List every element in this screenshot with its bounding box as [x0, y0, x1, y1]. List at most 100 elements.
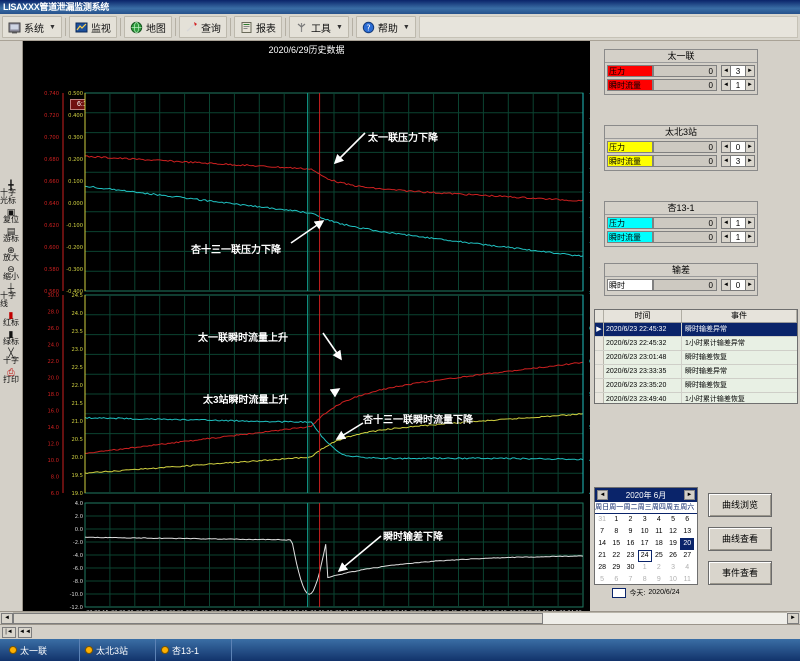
toolbar-button-monitor[interactable]: 监视: [68, 16, 117, 38]
event-row[interactable]: 2020/6/23 23:01:48 瞬时输差恢复: [595, 351, 797, 365]
spinner-right-icon[interactable]: ►: [745, 278, 755, 291]
calendar-day[interactable]: 19: [669, 540, 677, 547]
tool-reset[interactable]: ▣ 复位: [3, 208, 19, 224]
tool-crosshair[interactable]: ╋ 十字光标: [0, 181, 22, 205]
spinner-left-icon[interactable]: ◄: [721, 154, 731, 167]
calendar-day[interactable]: 28: [598, 564, 606, 571]
toolbar-button-system[interactable]: 系统 ▼: [2, 16, 62, 38]
horizontal-scrollbar[interactable]: ◄ ►: [0, 611, 800, 624]
calendar-day[interactable]: 9: [656, 576, 661, 583]
calendar-day[interactable]: 2: [628, 516, 633, 523]
event-row[interactable]: 2020/6/23 23:35:20 瞬时输差恢复: [595, 379, 797, 393]
spinner-instant[interactable]: ◄ 0 ►: [721, 278, 755, 291]
playback-prev-button[interactable]: ◄◄: [18, 626, 32, 638]
chevron-down-icon[interactable]: ▼: [49, 23, 56, 31]
spinner-flow[interactable]: ◄ 1 ►: [721, 78, 755, 91]
spinner-left-icon[interactable]: ◄: [721, 140, 731, 153]
spinner-value[interactable]: 0: [731, 278, 745, 291]
calendar-day[interactable]: 3: [642, 516, 647, 523]
curve-view-button[interactable]: 曲线查看: [708, 527, 772, 551]
spinner-left-icon[interactable]: ◄: [721, 278, 731, 291]
calendar-day[interactable]: 10: [640, 528, 649, 535]
calendar-day[interactable]: 17: [640, 540, 649, 547]
calendar-day[interactable]: 7: [600, 528, 605, 535]
calendar-day[interactable]: 14: [598, 540, 606, 547]
calendar-day[interactable]: 5: [671, 516, 675, 523]
playback-first-button[interactable]: |◄: [2, 626, 16, 638]
toolbar-button-tools[interactable]: 工具 ▼: [288, 16, 349, 38]
status-item-taiyilian[interactable]: 太一联: [4, 639, 80, 661]
spinner-left-icon[interactable]: ◄: [721, 230, 731, 243]
scroll-thumb[interactable]: [13, 613, 543, 624]
calendar-day[interactable]: 1: [614, 516, 619, 523]
spinner-value[interactable]: 1: [731, 78, 745, 91]
spinner-value[interactable]: 3: [731, 154, 745, 167]
calendar-day[interactable]: 4: [656, 516, 661, 523]
event-row[interactable]: ▶ 2020/6/23 22:45:32 瞬时输差异常: [595, 323, 797, 337]
calendar-day[interactable]: 1: [642, 564, 647, 571]
toolbar-button-map[interactable]: 地图: [123, 16, 172, 38]
calendar-next-button[interactable]: ►: [684, 490, 695, 500]
curve-browse-button[interactable]: 曲线浏览: [708, 493, 772, 517]
tool-cursor[interactable]: ▤ 游标: [3, 227, 19, 243]
event-row[interactable]: 2020/6/23 23:33:35 瞬时输差异常: [595, 365, 797, 379]
tool-cross[interactable]: ╳ 十字: [3, 349, 19, 365]
calendar-day[interactable]: 9: [628, 528, 633, 535]
calendar-prev-button[interactable]: ◄: [597, 490, 608, 500]
spinner-value[interactable]: 3: [731, 64, 745, 77]
scroll-track[interactable]: [13, 612, 787, 624]
calendar-day[interactable]: 5: [600, 576, 605, 583]
spinner-flow[interactable]: ◄ 3 ►: [721, 154, 755, 167]
calendar-day[interactable]: 22: [612, 552, 621, 559]
spinner-right-icon[interactable]: ►: [745, 216, 755, 229]
calendar-day[interactable]: 6: [614, 576, 619, 583]
spinner-value[interactable]: 1: [731, 230, 745, 243]
spinner-left-icon[interactable]: ◄: [721, 64, 731, 77]
spinner-right-icon[interactable]: ►: [745, 78, 755, 91]
calendar-day[interactable]: 26: [669, 552, 677, 559]
calendar-day[interactable]: 20: [680, 538, 695, 550]
calendar-day[interactable]: 31: [598, 516, 606, 523]
spinner-right-icon[interactable]: ►: [745, 230, 755, 243]
calendar-day[interactable]: 21: [598, 552, 606, 559]
event-table[interactable]: 时间 事件 ▶ 2020/6/23 22:45:32 瞬时输差异常 2020/6/23…: [594, 309, 798, 404]
calendar-day[interactable]: 30: [626, 564, 635, 571]
calendar-day[interactable]: 15: [612, 540, 621, 547]
chevron-down-icon[interactable]: ▼: [335, 23, 343, 31]
calendar-day[interactable]: 12: [669, 528, 677, 535]
calendar-day[interactable]: 16: [626, 540, 635, 547]
calendar-day[interactable]: 2: [656, 564, 661, 571]
calendar-day[interactable]: 29: [612, 564, 621, 571]
tool-print[interactable]: ⎙ 打印: [3, 368, 19, 384]
scroll-right-button[interactable]: ►: [787, 612, 799, 624]
spinner-right-icon[interactable]: ►: [745, 64, 755, 77]
calendar-day[interactable]: 18: [654, 540, 663, 547]
spinner-value[interactable]: 1: [731, 216, 745, 229]
calendar-day[interactable]: 3: [671, 564, 675, 571]
tool-zoom-in[interactable]: ⊕ 放大: [3, 246, 19, 262]
calendar-day[interactable]: 11: [655, 528, 663, 535]
calendar-day[interactable]: 25: [654, 552, 663, 559]
calendar-day[interactable]: 6: [685, 516, 690, 523]
spinner-pressure[interactable]: ◄ 0 ►: [721, 140, 755, 153]
spinner-value[interactable]: 0: [731, 140, 745, 153]
chevron-down-icon[interactable]: ▼: [402, 23, 410, 31]
spinner-pressure[interactable]: ◄ 1 ►: [721, 216, 755, 229]
tool-green-mark[interactable]: ▮ 绿标: [3, 330, 19, 346]
calendar-day[interactable]: 13: [683, 528, 692, 535]
event-row[interactable]: 2020/6/23 22:45:32 1小时累计输差异常: [595, 337, 797, 351]
spinner-pressure[interactable]: ◄ 3 ►: [721, 64, 755, 77]
toolbar-button-report[interactable]: 报表: [233, 16, 282, 38]
spinner-right-icon[interactable]: ►: [745, 154, 755, 167]
toolbar-button-help[interactable]: ? 帮助 ▼: [355, 16, 416, 38]
spinner-right-icon[interactable]: ►: [745, 140, 755, 153]
tool-line[interactable]: ┼ 十字线: [0, 284, 22, 308]
calendar-day[interactable]: 10: [669, 576, 677, 583]
event-view-button[interactable]: 事件查看: [708, 561, 772, 585]
tool-red-mark[interactable]: ▮ 红标: [3, 311, 19, 327]
date-picker-calendar[interactable]: ◄ 2020年 6月 ► 周日 周一 周二 周三 周四 周五 周六 31 1 2 3 4 5 6 7 8 9 1…: [594, 487, 698, 598]
spinner-flow[interactable]: ◄ 1 ►: [721, 230, 755, 243]
calendar-day[interactable]: 27: [683, 552, 692, 559]
calendar-day[interactable]: 4: [685, 564, 690, 571]
calendar-day[interactable]: 24: [637, 550, 652, 562]
